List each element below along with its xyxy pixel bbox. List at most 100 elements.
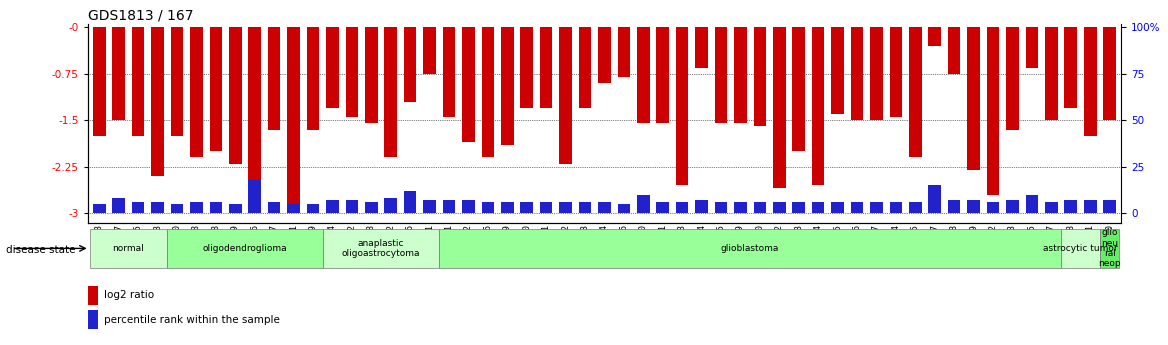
Text: log2 ratio: log2 ratio <box>104 290 154 300</box>
Bar <box>559 27 572 164</box>
Bar <box>656 27 669 124</box>
Bar <box>832 202 844 213</box>
Bar <box>773 27 786 188</box>
Bar <box>112 27 125 120</box>
Bar <box>909 202 922 213</box>
Bar <box>209 202 222 213</box>
Bar <box>832 27 844 114</box>
Bar <box>1026 27 1038 68</box>
Bar <box>929 27 941 46</box>
Bar <box>287 204 300 213</box>
Text: GDS1813 / 167: GDS1813 / 167 <box>88 9 193 23</box>
Bar <box>384 27 397 157</box>
Bar <box>364 27 377 124</box>
Bar <box>870 202 883 213</box>
Bar <box>481 202 494 213</box>
Bar <box>1084 27 1097 136</box>
Bar <box>423 200 436 213</box>
Text: glioblastoma: glioblastoma <box>721 244 779 253</box>
Text: percentile rank within the sample: percentile rank within the sample <box>104 315 280 325</box>
Bar <box>773 202 786 213</box>
Bar <box>792 202 805 213</box>
Bar <box>967 200 980 213</box>
Bar <box>346 27 359 117</box>
Bar <box>132 202 145 213</box>
Bar <box>618 204 631 213</box>
Bar <box>598 202 611 213</box>
Bar <box>850 27 863 120</box>
Bar <box>929 185 941 213</box>
Text: disease state: disease state <box>6 245 76 255</box>
Bar <box>637 195 649 213</box>
Bar <box>322 228 439 268</box>
Bar <box>1104 200 1115 213</box>
Bar <box>151 202 164 213</box>
Bar <box>1006 200 1018 213</box>
Bar <box>987 27 1000 195</box>
Bar <box>249 180 260 213</box>
Bar <box>715 202 728 213</box>
Bar <box>870 27 883 120</box>
Bar <box>676 202 688 213</box>
Text: astrocytic tumor: astrocytic tumor <box>1043 244 1118 253</box>
Bar <box>656 202 669 213</box>
Bar <box>88 286 98 305</box>
Bar <box>88 310 98 329</box>
Bar <box>501 27 514 145</box>
Bar <box>1064 27 1077 108</box>
Bar <box>190 202 203 213</box>
Bar <box>1006 27 1018 129</box>
Bar <box>1064 200 1077 213</box>
Bar <box>715 27 728 124</box>
Bar <box>190 27 203 157</box>
Bar <box>90 228 167 268</box>
Bar <box>578 202 591 213</box>
Bar <box>132 27 145 136</box>
Bar <box>753 27 766 126</box>
Bar <box>559 202 572 213</box>
Bar <box>112 198 125 213</box>
Bar <box>1104 27 1115 120</box>
Text: anaplastic
oligoastrocytoma: anaplastic oligoastrocytoma <box>342 239 420 258</box>
Bar <box>578 27 591 108</box>
Bar <box>521 202 533 213</box>
Bar <box>792 27 805 151</box>
Bar <box>501 202 514 213</box>
Bar <box>695 27 708 68</box>
Bar <box>1026 195 1038 213</box>
Bar <box>637 27 649 124</box>
Bar <box>443 200 456 213</box>
Bar <box>287 27 300 210</box>
Bar <box>948 200 960 213</box>
Bar <box>171 204 183 213</box>
Bar <box>540 202 552 213</box>
Bar <box>229 204 242 213</box>
Text: oligodendroglioma: oligodendroglioma <box>203 244 287 253</box>
Bar <box>93 27 105 136</box>
Bar <box>209 27 222 151</box>
Bar <box>307 204 319 213</box>
Bar <box>1084 200 1097 213</box>
Bar <box>439 228 1061 268</box>
Bar <box>890 27 902 117</box>
Bar <box>735 27 746 124</box>
Bar <box>967 27 980 170</box>
Bar <box>521 27 533 108</box>
Text: glio
neu
ral
neop: glio neu ral neop <box>1098 228 1121 268</box>
Bar <box>1061 228 1100 268</box>
Bar <box>404 191 417 213</box>
Bar <box>1100 228 1119 268</box>
Bar <box>735 202 746 213</box>
Bar <box>171 27 183 136</box>
Bar <box>676 27 688 185</box>
Bar <box>481 27 494 157</box>
Bar <box>695 200 708 213</box>
Bar <box>167 228 322 268</box>
Bar <box>463 27 474 142</box>
Bar <box>364 202 377 213</box>
Bar <box>326 27 339 108</box>
Bar <box>249 27 260 210</box>
Bar <box>93 204 105 213</box>
Bar <box>812 27 825 185</box>
Bar <box>326 200 339 213</box>
